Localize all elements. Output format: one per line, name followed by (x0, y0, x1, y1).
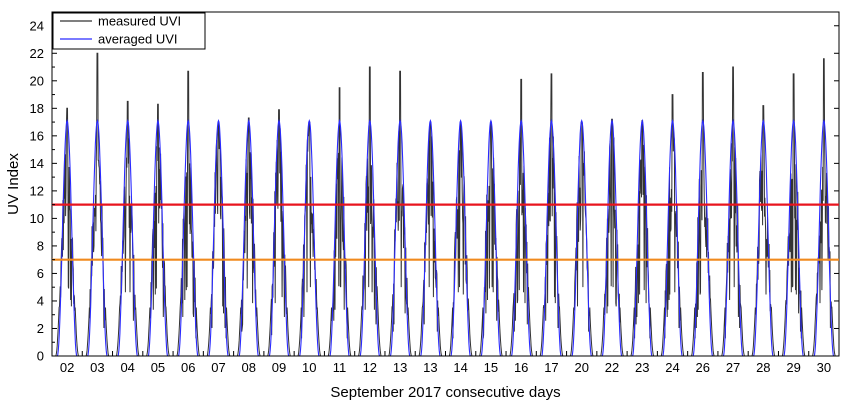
x-tick-label: 13 (423, 360, 437, 375)
y-axis-title: UV Index (5, 153, 22, 215)
x-tick-label: 05 (151, 360, 165, 375)
legend: measured UVI averaged UVI (52, 12, 206, 50)
x-tick-label: 04 (120, 360, 134, 375)
y-tick-label: 0 (37, 349, 44, 364)
y-tick-label: 24 (30, 18, 44, 33)
x-tick-label: 17 (544, 360, 558, 375)
x-tick-label: 08 (242, 360, 256, 375)
x-tick-label: 06 (181, 360, 195, 375)
x-tick-label: 28 (756, 360, 770, 375)
x-tick-label: 09 (272, 360, 286, 375)
x-axis-title: September 2017 consecutive days (330, 384, 560, 401)
x-tick-label: 26 (696, 360, 710, 375)
y-tick-label: 4 (37, 293, 44, 308)
x-tick-label: 29 (786, 360, 800, 375)
x-tick-label: 23 (635, 360, 649, 375)
x-tick-label: 07 (211, 360, 225, 375)
y-tick-label: 18 (30, 101, 44, 116)
legend-label-averaged: averaged UVI (98, 32, 178, 47)
y-tick-label: 20 (30, 73, 44, 88)
x-tick-label: 27 (726, 360, 740, 375)
x-tick-label: 22 (605, 360, 619, 375)
y-tick-label: 8 (37, 238, 44, 253)
y-tick-label: 10 (30, 211, 44, 226)
x-tick-label: 14 (453, 360, 467, 375)
y-tick-label: 2 (37, 321, 44, 336)
y-tick-label: 14 (30, 156, 44, 171)
x-tick-label: 30 (817, 360, 831, 375)
x-tick-label: 03 (90, 360, 104, 375)
plot-frame (51, 11, 840, 357)
legend-label-measured: measured UVI (98, 14, 181, 29)
y-tick-label: 22 (30, 46, 44, 61)
legend-box (52, 12, 206, 50)
x-tick-label: 16 (514, 360, 528, 375)
x-tick-label: 12 (363, 360, 377, 375)
x-tick-label: 11 (333, 360, 347, 375)
x-tick-label: 13 (393, 360, 407, 375)
y-tick-label: 16 (30, 128, 44, 143)
y-tick-label: 12 (30, 183, 44, 198)
averaged-uvi-line (56, 118, 835, 357)
x-tick-label: 24 (665, 360, 679, 375)
x-tick-label: 15 (484, 360, 498, 375)
x-tick-label: 02 (60, 360, 74, 375)
x-tick-label: 10 (302, 360, 316, 375)
x-tick-label: 20 (574, 360, 588, 375)
y-tick-label: 6 (37, 266, 44, 281)
